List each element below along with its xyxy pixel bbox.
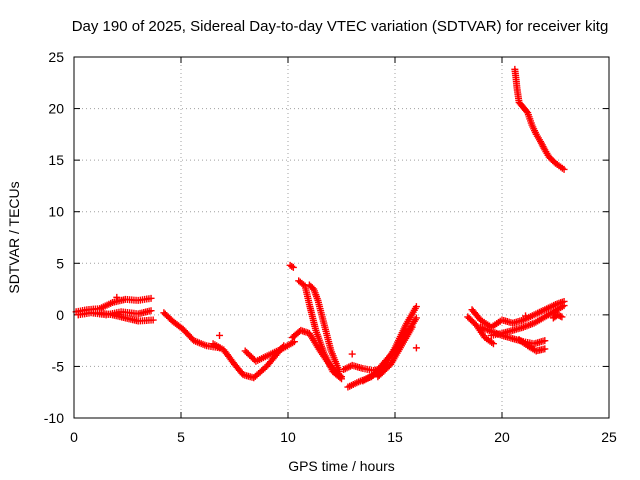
data-point xyxy=(147,294,155,302)
data-point xyxy=(288,262,296,270)
data-point xyxy=(489,340,497,348)
x-tick-label: 5 xyxy=(177,429,185,445)
y-tick-label: 5 xyxy=(56,255,64,271)
y-tick-label: 25 xyxy=(48,49,64,65)
data-point xyxy=(113,293,121,301)
data-point xyxy=(408,323,416,331)
y-tick-label: 10 xyxy=(48,204,64,220)
chart-title: Day 190 of 2025, Sidereal Day-to-day VTE… xyxy=(71,18,609,35)
y-tick-label: 20 xyxy=(48,101,64,117)
x-tick-label: 10 xyxy=(280,429,296,445)
y-tick-label: 15 xyxy=(48,152,64,168)
data-point xyxy=(412,344,420,352)
data-point xyxy=(522,312,530,320)
plot-frame xyxy=(73,56,610,419)
data-point xyxy=(149,316,157,324)
data-point xyxy=(560,165,568,173)
data-point xyxy=(168,317,176,325)
data-point xyxy=(541,345,549,353)
x-tick-label: 15 xyxy=(387,429,403,445)
data-points xyxy=(72,65,568,391)
x-tick-label: 0 xyxy=(70,429,78,445)
y-tick-label: 0 xyxy=(56,307,64,323)
data-point xyxy=(412,303,420,311)
data-point xyxy=(336,371,344,379)
data-point xyxy=(290,338,298,346)
data-point xyxy=(147,307,155,315)
y-axis-label: SDTVAR / TECUs xyxy=(6,181,22,293)
data-point xyxy=(216,331,224,339)
x-tick-label: 25 xyxy=(601,429,617,445)
data-point xyxy=(412,314,420,322)
x-axis-label: GPS time / hours xyxy=(288,458,395,474)
y-tick-label: -10 xyxy=(44,410,64,426)
data-point xyxy=(558,313,566,321)
y-tick-label: -5 xyxy=(52,358,65,374)
data-point xyxy=(348,350,356,358)
x-tick-label: 20 xyxy=(494,429,510,445)
data-point xyxy=(541,337,549,345)
data-point xyxy=(560,302,568,310)
data-point xyxy=(338,373,345,381)
data-point xyxy=(289,263,297,271)
